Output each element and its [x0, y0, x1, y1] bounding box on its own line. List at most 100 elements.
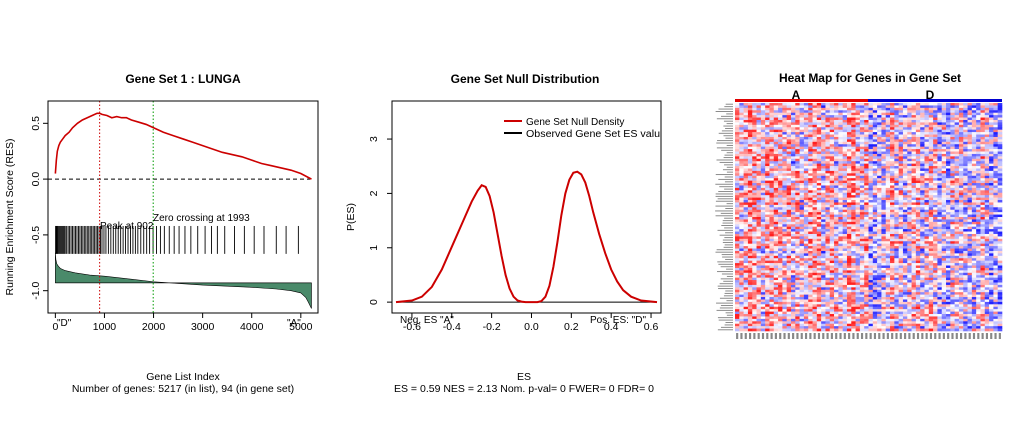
- heatmap-cell: [838, 122, 843, 126]
- heatmap-cell: [846, 231, 852, 235]
- heatmap-cell: [984, 103, 990, 106]
- heatmap-cell: [950, 260, 955, 264]
- heatmap-cell: [773, 105, 779, 109]
- null-legend: Gene Set Null Density Observed Gene Set …: [504, 117, 660, 140]
- heatmap-cell: [743, 127, 749, 130]
- heatmap-cell: [864, 250, 869, 254]
- heatmap-cell: [963, 190, 968, 194]
- heatmap-cell: [842, 149, 848, 152]
- heatmap-cell: [769, 192, 775, 196]
- heatmap-cell: [855, 284, 861, 288]
- heatmap-cell: [778, 144, 783, 147]
- heatmap-cell: [941, 236, 947, 240]
- heatmap-cell: [915, 132, 921, 135]
- heatmap-cell: [937, 253, 943, 257]
- heatmap-cell: [760, 260, 766, 264]
- heatmap-cell: [778, 134, 783, 138]
- heatmap-cell: [773, 134, 779, 138]
- heatmap-cell: [778, 260, 783, 264]
- heatmap-cell: [842, 231, 848, 235]
- heatmap-cell: [859, 282, 865, 286]
- heatmap-cell: [795, 185, 800, 189]
- heatmap-cell: [898, 139, 904, 143]
- heatmap-cell: [859, 146, 865, 150]
- heatmap-cell: [950, 231, 955, 235]
- heatmap-cell: [790, 267, 796, 271]
- heatmap-cell: [980, 272, 986, 276]
- heatmap-cell: [778, 185, 783, 189]
- heatmap-cell: [855, 219, 861, 223]
- heatmap-cell: [816, 284, 822, 288]
- heatmap-cell: [838, 233, 843, 237]
- heatmap-cell: [808, 187, 813, 191]
- heatmap-cell: [907, 139, 912, 143]
- heatmap-cell: [739, 246, 744, 249]
- heatmap-cell: [920, 231, 925, 235]
- heatmap-cell: [924, 146, 930, 150]
- heatmap-cell: [963, 229, 968, 232]
- heatmap-cell: [967, 246, 973, 249]
- heatmap-cell: [786, 248, 792, 252]
- heatmap-cell: [855, 280, 861, 283]
- heatmap-cell: [946, 280, 951, 283]
- heatmap-cell: [984, 243, 990, 247]
- heatmap-cell: [778, 209, 783, 213]
- heatmap-cell: [773, 200, 779, 203]
- heatmap-cell: [881, 195, 887, 198]
- heatmap-cell: [816, 124, 822, 128]
- heatmap-cell: [989, 115, 994, 118]
- heatmap-cell: [958, 134, 964, 138]
- heatmap-cell: [769, 275, 775, 278]
- heatmap-cell: [924, 289, 930, 293]
- heatmap-cell: [907, 263, 912, 266]
- heatmap-cell: [765, 263, 770, 266]
- heatmap-cell: [803, 175, 809, 179]
- heatmap-cell: [821, 144, 826, 147]
- heatmap-cell: [846, 156, 852, 160]
- heatmap-cell: [877, 136, 882, 140]
- heatmap-cell: [739, 105, 744, 109]
- heatmap-cell: [937, 280, 943, 283]
- heatmap-cell: [846, 127, 852, 130]
- heatmap-cell: [842, 103, 848, 106]
- heatmap-cell: [782, 221, 787, 225]
- heatmap-cell: [933, 250, 938, 254]
- heatmap-cell: [760, 236, 766, 240]
- heatmap-cell: [877, 110, 882, 114]
- heatmap-cell: [907, 168, 912, 172]
- heatmap-cell: [834, 284, 839, 288]
- heatmap-cell: [911, 112, 917, 116]
- heatmap-cell: [838, 115, 843, 118]
- heatmap-cell: [851, 103, 856, 106]
- heatmap-cell: [872, 200, 878, 203]
- heatmap-cell: [816, 119, 822, 123]
- x-tick-label: -0.6: [403, 321, 421, 333]
- heatmap-cell: [795, 275, 800, 278]
- heatmap-cell: [907, 117, 912, 121]
- heatmap-cell: [890, 173, 895, 177]
- heatmap-cell: [971, 122, 977, 126]
- heatmap-cell: [834, 187, 839, 191]
- heatmap-cell: [937, 161, 943, 164]
- heatmap-cell: [872, 204, 878, 208]
- heatmap-cell: [799, 141, 805, 145]
- heatmap-cell: [997, 229, 1003, 232]
- heatmap-cell: [859, 233, 865, 237]
- heatmap-cell: [993, 144, 998, 147]
- heatmap-cell: [890, 241, 895, 244]
- heatmap-cell: [735, 112, 740, 116]
- heatmap-cell: [821, 217, 826, 220]
- heatmap-cell: [924, 260, 930, 264]
- heatmap-cell: [842, 204, 848, 208]
- heatmap-cell: [920, 183, 925, 186]
- heatmap-cell: [976, 287, 981, 291]
- heatmap-cell: [808, 267, 813, 271]
- heatmap-cell: [808, 151, 813, 155]
- heatmap-cell: [769, 117, 775, 121]
- heatmap-cell: [924, 117, 930, 121]
- heatmap-cell: [735, 212, 740, 215]
- heatmap-cell: [976, 217, 981, 220]
- heatmap-cell: [971, 248, 977, 252]
- heatmap-cell: [937, 168, 943, 172]
- heatmap-cell: [997, 277, 1003, 281]
